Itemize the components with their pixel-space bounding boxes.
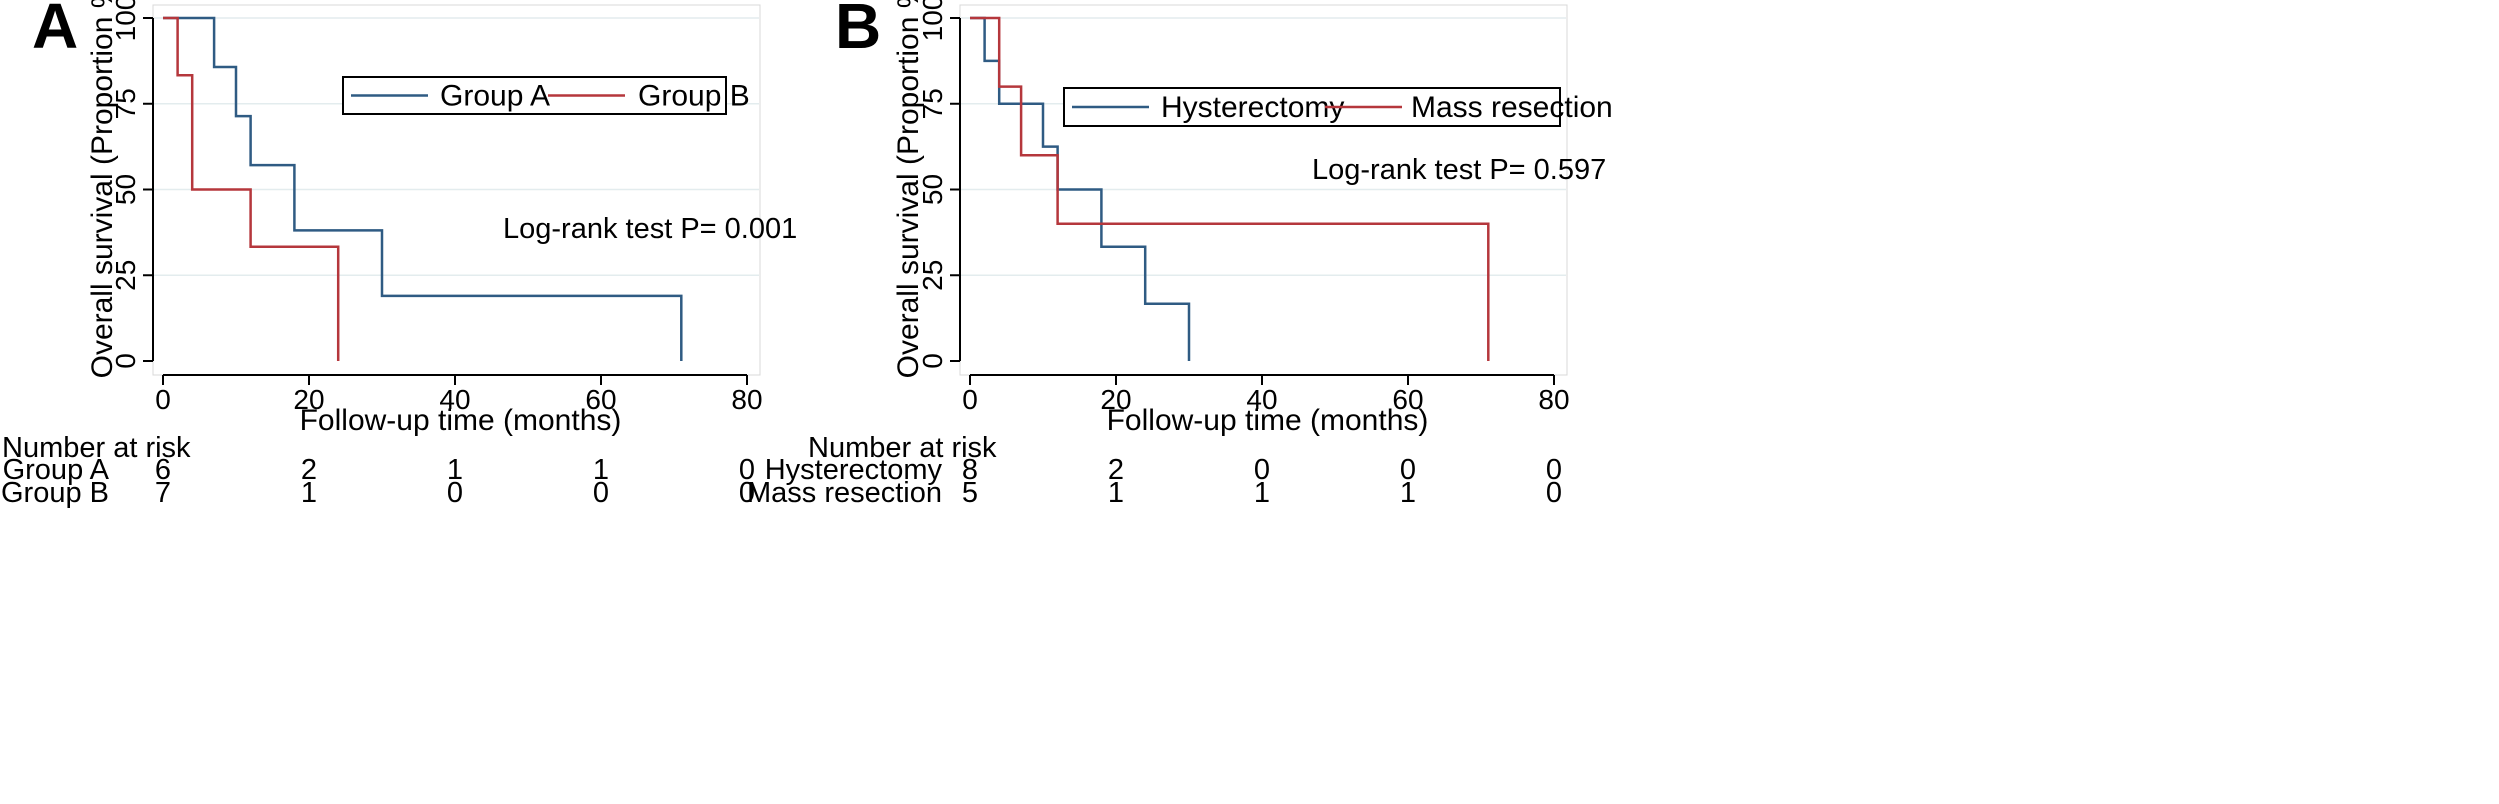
x-tick-label: 0 <box>155 384 171 415</box>
risk-table-title: Number at risk <box>808 432 997 464</box>
risk-count: 0 <box>447 477 463 509</box>
y-axis-label: Overall survival (Proportion %) <box>86 0 119 378</box>
risk-count: 1 <box>593 454 609 486</box>
risk-count: 1 <box>447 454 463 486</box>
risk-count: 7 <box>155 477 171 509</box>
x-tick-label: 20 <box>293 384 324 415</box>
risk-count: 0 <box>1254 454 1270 486</box>
risk-row-label: Hysterectomy <box>765 454 943 486</box>
legend-label: Group A <box>440 80 550 113</box>
survival-curve-group-b <box>163 16 340 361</box>
risk-count: 5 <box>962 477 978 509</box>
log-rank-annotation: Log-rank test P= 0.597 <box>1312 154 1606 186</box>
risk-table-title: Number at risk <box>2 432 191 464</box>
x-tick-label: 80 <box>731 384 762 415</box>
risk-count: 0 <box>1546 477 1562 509</box>
y-tick-label: 75 <box>917 88 948 119</box>
survival-curve-hysterectomy <box>970 16 1191 361</box>
legend-box <box>342 76 727 115</box>
x-tick-label: 80 <box>1538 384 1569 415</box>
risk-row-label: Group A <box>3 454 110 486</box>
legend-label: Hysterectomy <box>1161 91 1344 124</box>
panel-letter: A <box>32 0 78 62</box>
survival-curve-mass-resection <box>970 16 1490 361</box>
y-tick-label: 50 <box>917 174 948 205</box>
risk-count: 1 <box>1400 477 1416 509</box>
risk-row-label: Group B <box>1 477 109 509</box>
x-tick-label: 20 <box>1100 384 1131 415</box>
risk-count: 0 <box>1400 454 1416 486</box>
risk-count: 1 <box>1108 477 1124 509</box>
x-axis-label: Follow-up time (months) <box>1107 404 1429 437</box>
risk-count: 0 <box>1546 454 1562 486</box>
legend-label: Group B <box>638 80 750 113</box>
x-tick-label: 0 <box>962 384 978 415</box>
log-rank-annotation: Log-rank test P= 0.001 <box>503 213 797 245</box>
y-tick-label: 100 <box>917 0 948 41</box>
risk-count: 8 <box>962 454 978 486</box>
y-tick-label: 0 <box>917 353 948 369</box>
panel-letter: B <box>835 0 881 62</box>
x-tick-label: 40 <box>439 384 470 415</box>
risk-count: 2 <box>301 454 317 486</box>
risk-count: 0 <box>593 477 609 509</box>
x-tick-label: 60 <box>1392 384 1423 415</box>
risk-count: 1 <box>1254 477 1270 509</box>
risk-count: 2 <box>1108 454 1124 486</box>
y-tick-label: 25 <box>110 260 141 291</box>
y-axis-label: Overall survival (Proportion %) <box>892 0 925 378</box>
y-tick-label: 100 <box>110 0 141 41</box>
risk-count: 6 <box>155 454 171 486</box>
survival-curve-group-a <box>163 16 683 361</box>
risk-count: 1 <box>301 477 317 509</box>
x-tick-label: 40 <box>1246 384 1277 415</box>
risk-count: 0 <box>739 454 755 486</box>
x-axis-label: Follow-up time (months) <box>300 404 622 437</box>
risk-count: 0 <box>739 477 755 509</box>
x-tick-label: 60 <box>585 384 616 415</box>
y-tick-label: 75 <box>110 88 141 119</box>
y-tick-label: 0 <box>110 353 141 369</box>
risk-row-label: Mass resection <box>747 477 942 509</box>
y-tick-label: 50 <box>110 174 141 205</box>
legend-label: Mass resection <box>1411 91 1613 124</box>
y-tick-label: 25 <box>917 260 948 291</box>
